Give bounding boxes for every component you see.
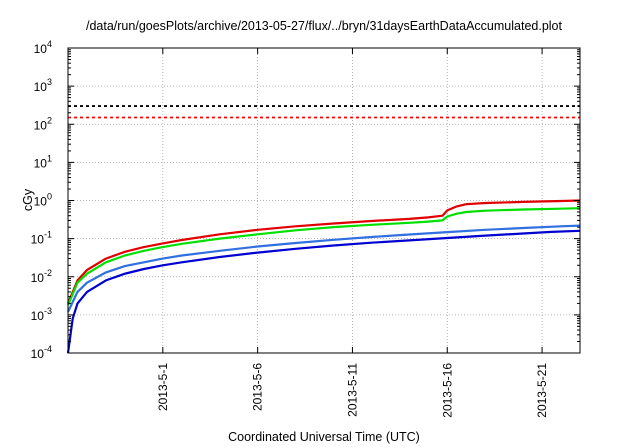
y-tick-label: 102: [34, 115, 52, 132]
x-tick-label: 2013-5-1: [156, 363, 170, 411]
series-line: [66, 207, 581, 306]
y-tick-label: 104: [34, 39, 52, 56]
x-tick-label: 2013-5-21: [535, 363, 549, 418]
x-tick-label: 2013-5-16: [440, 363, 454, 418]
y-axis: 10-4 10-3 10-2 10-1 100 101 102 103 104: [31, 39, 580, 361]
threshold-lines: [68, 105, 580, 119]
x-tick-label: 2013-5-6: [251, 363, 265, 411]
y-tick-label: 103: [34, 77, 52, 94]
y-tick-label: 10-2: [31, 268, 52, 285]
y-tick-label: 10-3: [31, 306, 52, 323]
y-tick-label: 10-1: [31, 230, 52, 247]
series-line: [67, 224, 581, 313]
y-tick-label: 10-4: [31, 344, 52, 361]
x-axis-label: Coordinated Universal Time (UTC): [228, 430, 420, 444]
chart-title: /data/run/goesPlots/archive/2013-05-27/f…: [86, 19, 562, 33]
grid: [68, 48, 580, 353]
y-tick-label: 101: [34, 153, 52, 170]
y-tick-label: 100: [34, 192, 52, 209]
x-axis: 2013-5-1 2013-5-6 2013-5-11 2013-5-16 2013-5…: [156, 48, 549, 418]
x-tick-label: 2013-5-11: [345, 363, 359, 417]
series-line: [66, 199, 581, 304]
y-axis-label: cGy: [21, 188, 35, 211]
series-lines: [66, 199, 581, 354]
series-line: [66, 229, 581, 354]
